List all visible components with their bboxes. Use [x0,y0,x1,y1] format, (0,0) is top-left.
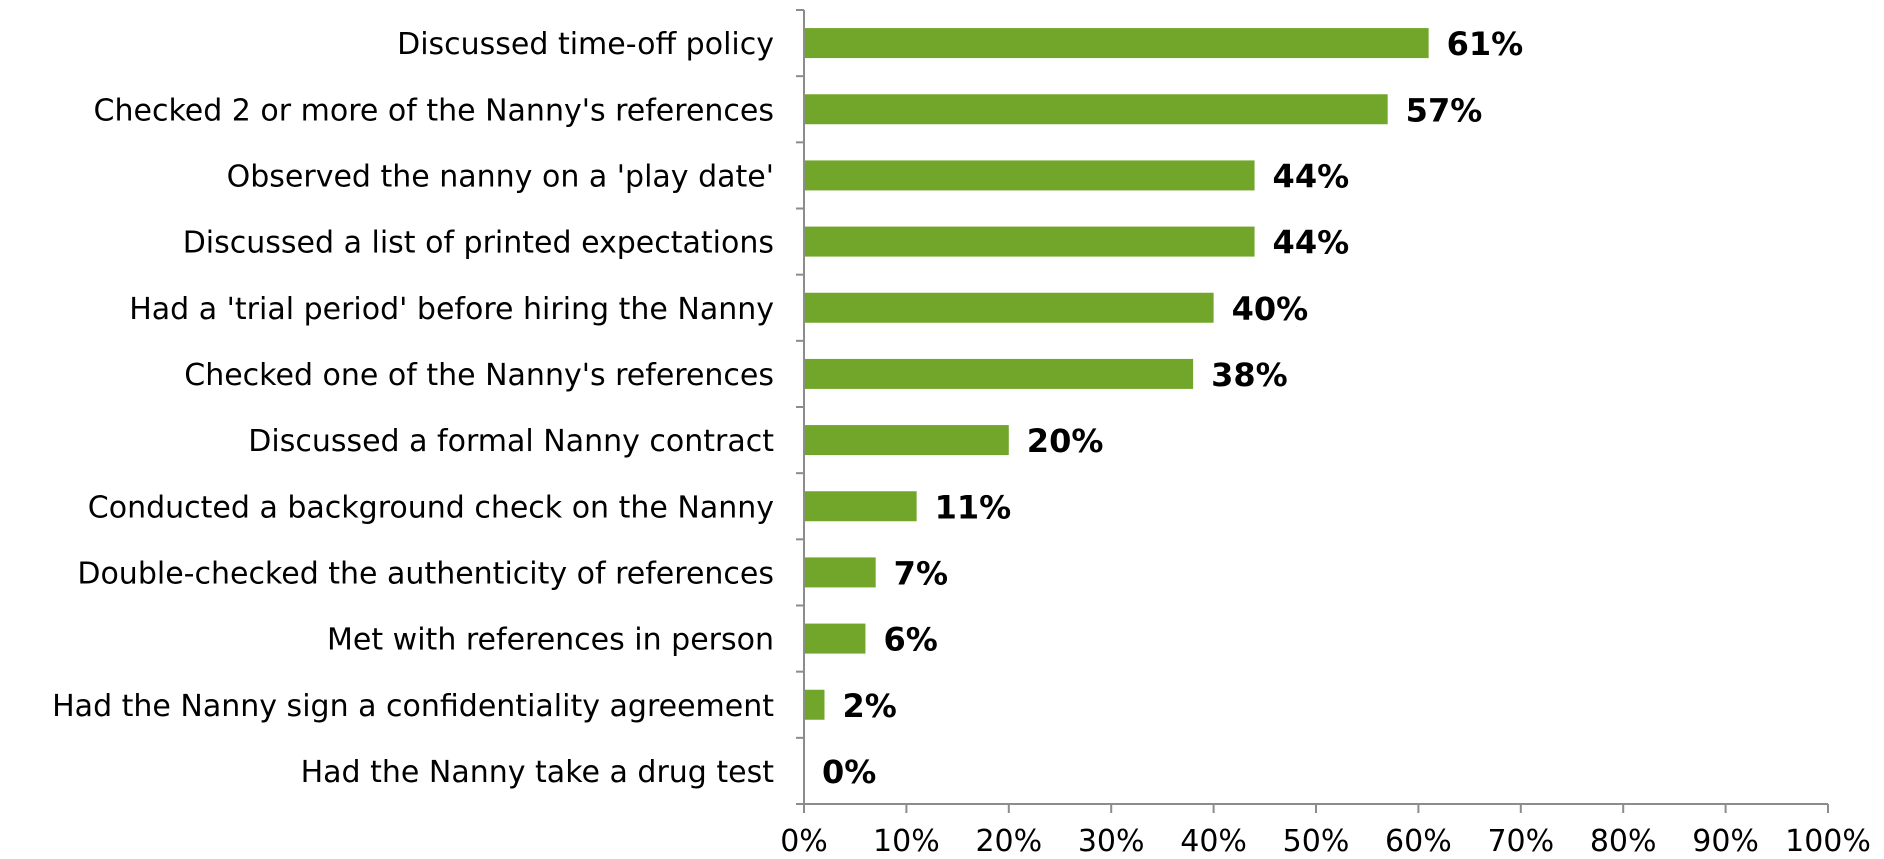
x-tick-label: 100% [1785,824,1871,859]
value-label: 38% [1211,356,1288,394]
category-label: Observed the nanny on a 'play date' [227,159,774,194]
category-label: Had the Nanny sign a confidentiality agr… [52,689,774,724]
category-label: Had a 'trial period' before hiring the N… [129,292,774,327]
value-label: 0% [822,753,876,791]
bar [805,623,866,654]
value-label: 20% [1027,422,1104,460]
x-tick-label: 70% [1487,824,1554,859]
value-label: 40% [1232,290,1309,328]
bar [805,292,1214,323]
bar [805,28,1429,59]
bar [805,557,876,588]
x-tick-label: 40% [1180,824,1247,859]
category-label: Discussed a list of printed expectations [183,226,774,261]
value-label: 6% [883,621,937,659]
category-label: Checked 2 or more of the Nanny's referen… [94,93,774,128]
value-label: 44% [1273,157,1350,195]
value-label: 61% [1447,25,1524,63]
axes-layer [796,9,1829,813]
value-label: 2% [842,687,896,725]
category-label: Conducted a background check on the Nann… [88,490,774,525]
category-label: Discussed a formal Nanny contract [248,424,774,459]
bars-layer [805,28,1429,720]
x-tick-label: 80% [1590,824,1657,859]
category-label: Discussed time-off policy [397,27,774,62]
x-tick-label: 50% [1283,824,1350,859]
labels-layer: Discussed time-off policy 61% Checked 2 or… [52,25,1871,859]
x-tick-label: 60% [1385,824,1452,859]
x-tick-label: 20% [975,824,1042,859]
category-label: Double-checked the authenticity of refer… [77,556,774,591]
value-label: 7% [894,554,948,592]
value-label: 44% [1273,224,1350,262]
bar [805,358,1194,389]
x-tick-label: 90% [1692,824,1759,859]
x-tick-label: 10% [873,824,940,859]
bar [805,160,1255,191]
category-label: Checked one of the Nanny's references [184,358,774,393]
bar [805,94,1388,125]
category-label: Met with references in person [327,623,774,658]
value-label: 57% [1406,91,1483,129]
bar [805,425,1009,456]
x-tick-label: 30% [1078,824,1145,859]
category-label: Had the Nanny take a drug test [301,755,775,790]
bar [805,689,825,720]
bar [805,491,917,522]
value-label: 11% [935,488,1012,526]
bar [805,226,1255,257]
x-tick-label: 0% [780,824,828,859]
